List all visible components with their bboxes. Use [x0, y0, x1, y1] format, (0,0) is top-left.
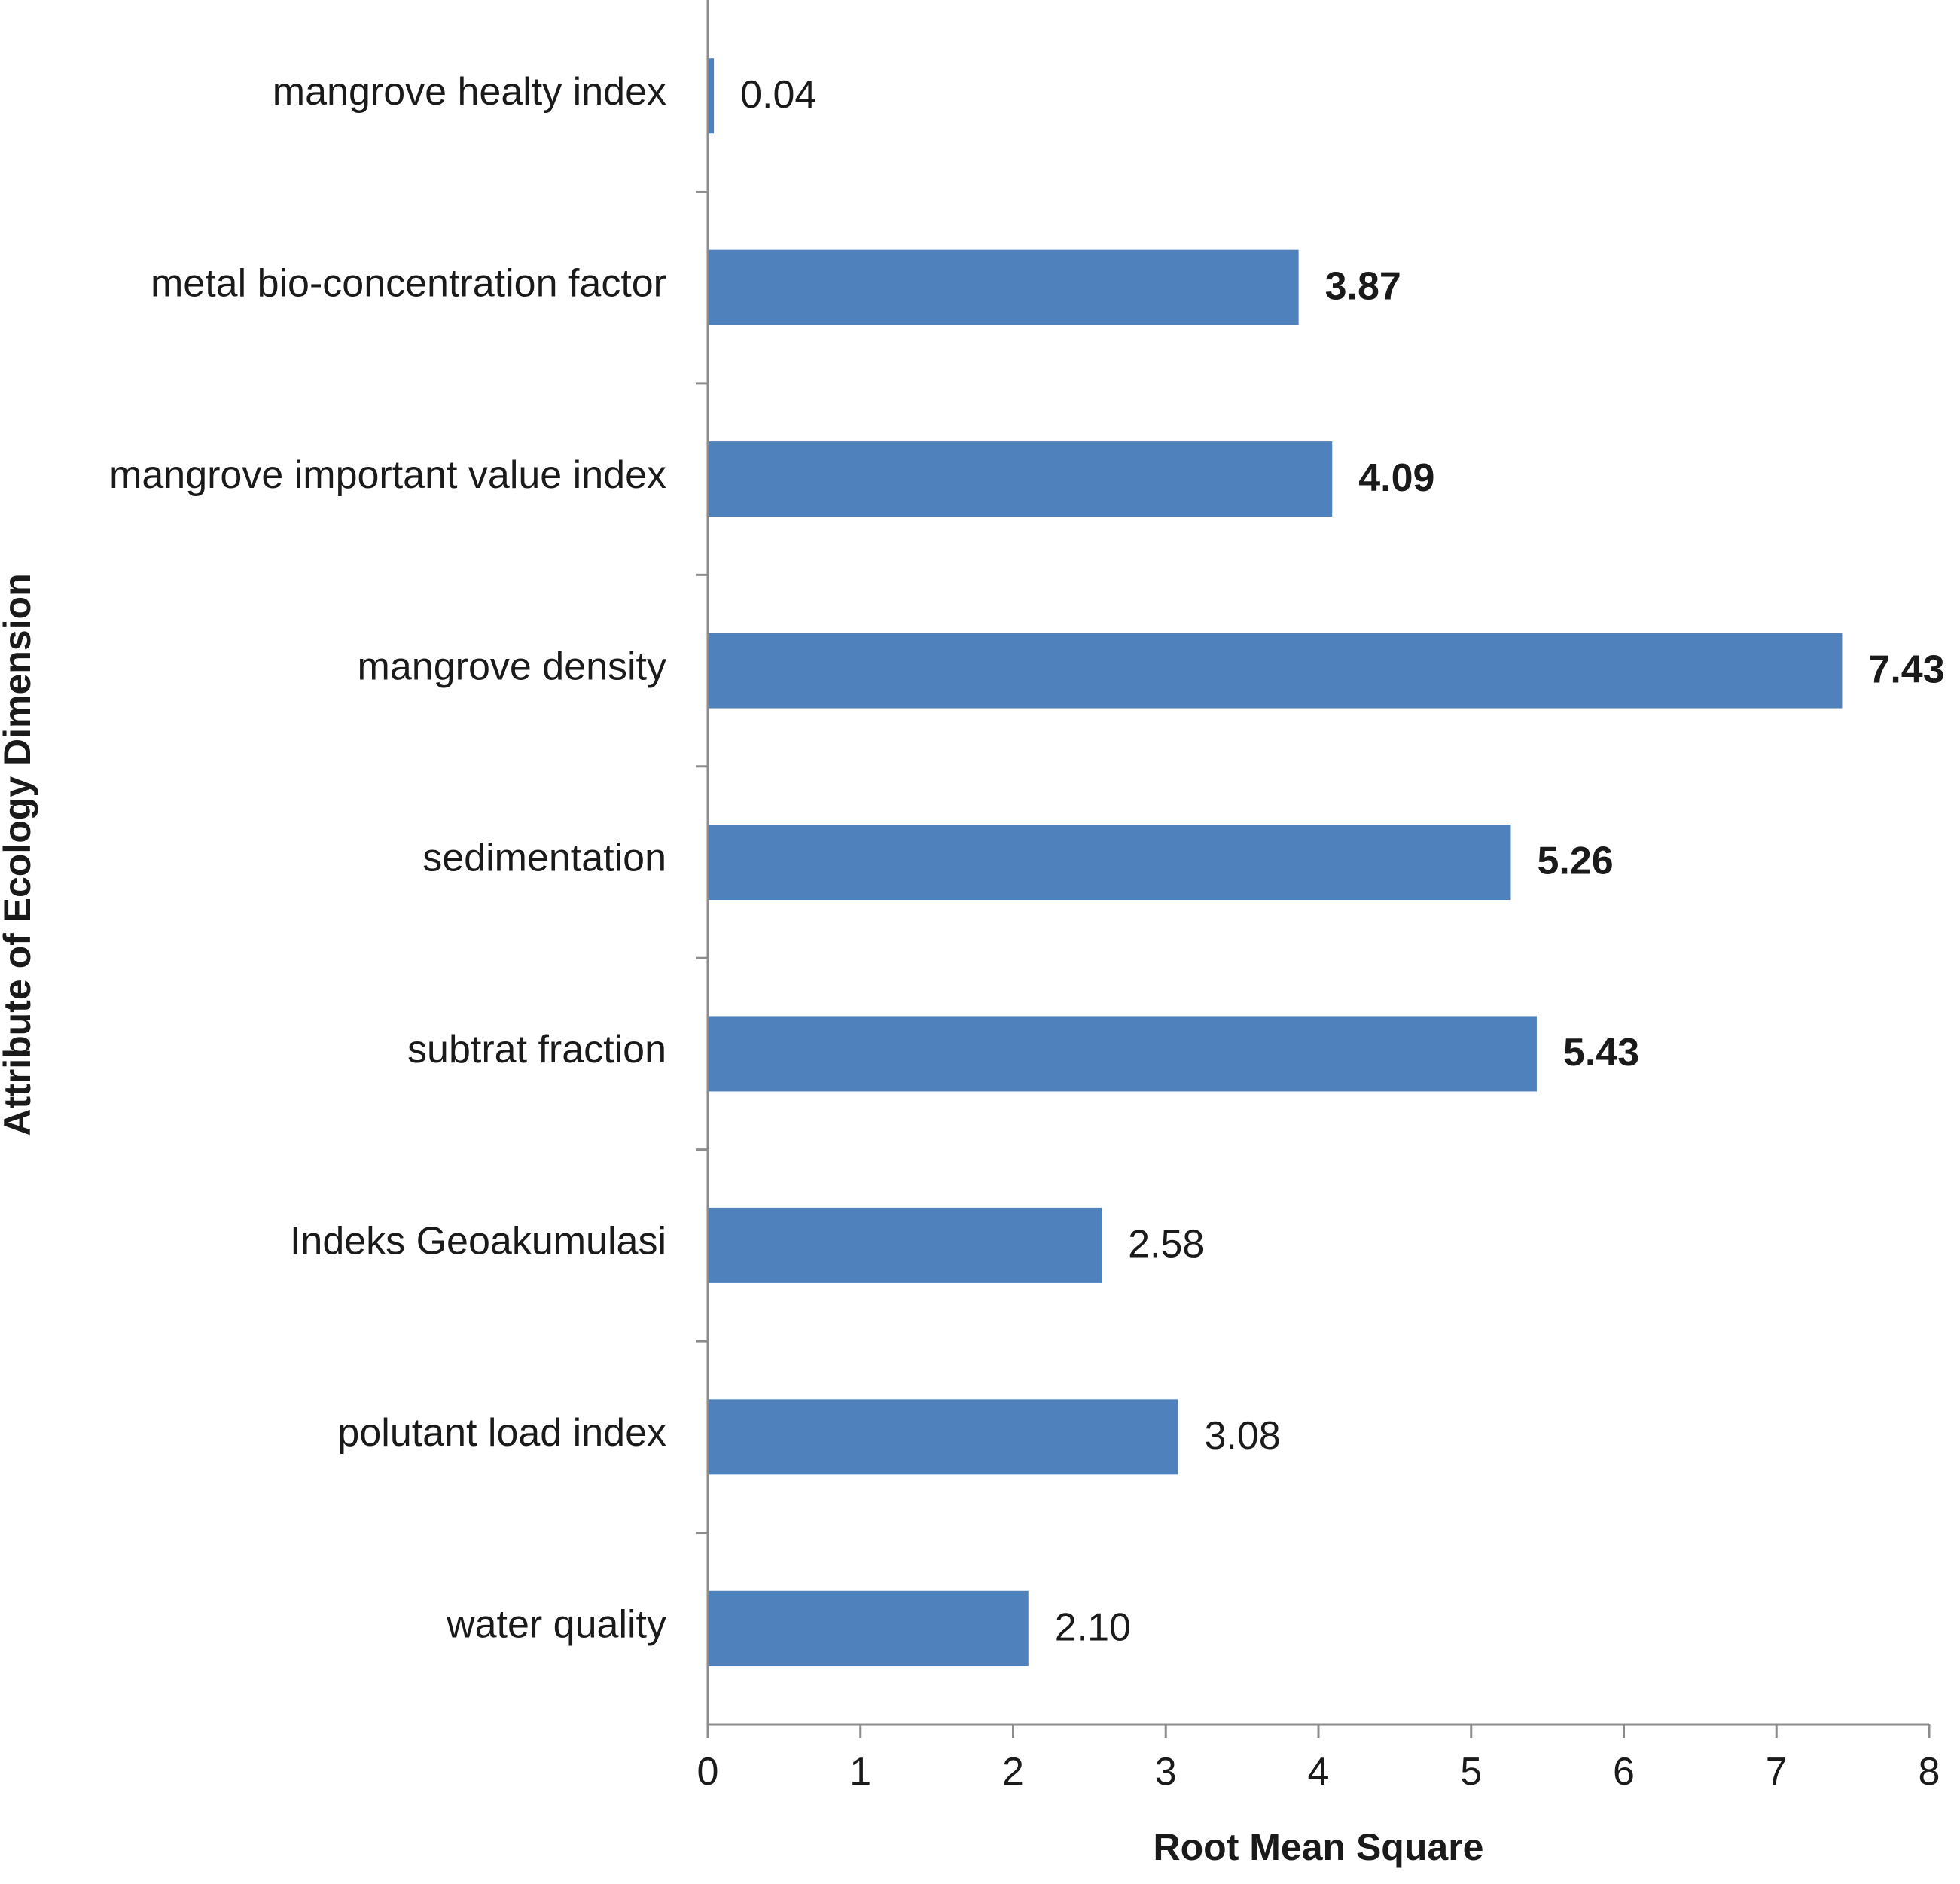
x-tick-label: 1 — [849, 1750, 871, 1794]
bar — [708, 825, 1511, 900]
x-axis-title: Root Mean Square — [1154, 1826, 1484, 1868]
bar — [708, 1399, 1178, 1475]
data-label: 2.10 — [1055, 1606, 1131, 1650]
category-label: metal bio-concentration factor — [151, 261, 666, 305]
category-label: polutant load index — [337, 1411, 666, 1455]
x-tick-label: 5 — [1460, 1750, 1482, 1794]
x-tick-label: 6 — [1613, 1750, 1635, 1794]
axes-layer — [696, 0, 1931, 1738]
bar — [708, 633, 1843, 709]
bar — [708, 1207, 1102, 1283]
x-tick-label: 0 — [697, 1750, 719, 1794]
data-label: 5.26 — [1537, 840, 1613, 883]
bars-layer — [708, 58, 1843, 1666]
data-label: 3.08 — [1204, 1414, 1280, 1458]
data-label: 2.58 — [1128, 1223, 1204, 1267]
x-tick-label: 8 — [1919, 1750, 1940, 1794]
category-label: water quality — [446, 1603, 666, 1647]
bar — [708, 1590, 1029, 1666]
x-tick-label: 2 — [1002, 1750, 1024, 1794]
bar — [708, 58, 715, 134]
category-label: sedimentation — [422, 837, 666, 880]
data-label: 4.09 — [1358, 456, 1434, 500]
category-label: mangrove density — [358, 645, 666, 688]
category-label: mangrove important value index — [109, 453, 666, 497]
x-tick-label: 4 — [1308, 1750, 1330, 1794]
x-tick-label: 7 — [1766, 1750, 1788, 1794]
y-axis-title: Attribute of Ecology Dimension — [0, 573, 38, 1136]
category-label: subtrat fraction — [407, 1028, 666, 1072]
labels-layer: 0 1 2 3 4 5 6 7 8 mangrove healty index 0.04 metal … — [109, 70, 1945, 1794]
data-label: 5.43 — [1563, 1031, 1639, 1075]
bar — [708, 249, 1299, 325]
data-label: 0.04 — [740, 73, 816, 117]
x-tick-label: 3 — [1155, 1750, 1177, 1794]
category-label: Indeks Geoakumulasi — [290, 1220, 666, 1264]
category-label: mangrove healty index — [273, 70, 666, 114]
data-label: 3.87 — [1325, 264, 1401, 308]
bar — [708, 441, 1333, 517]
data-label: 7.43 — [1868, 648, 1944, 691]
bar — [708, 1016, 1537, 1092]
